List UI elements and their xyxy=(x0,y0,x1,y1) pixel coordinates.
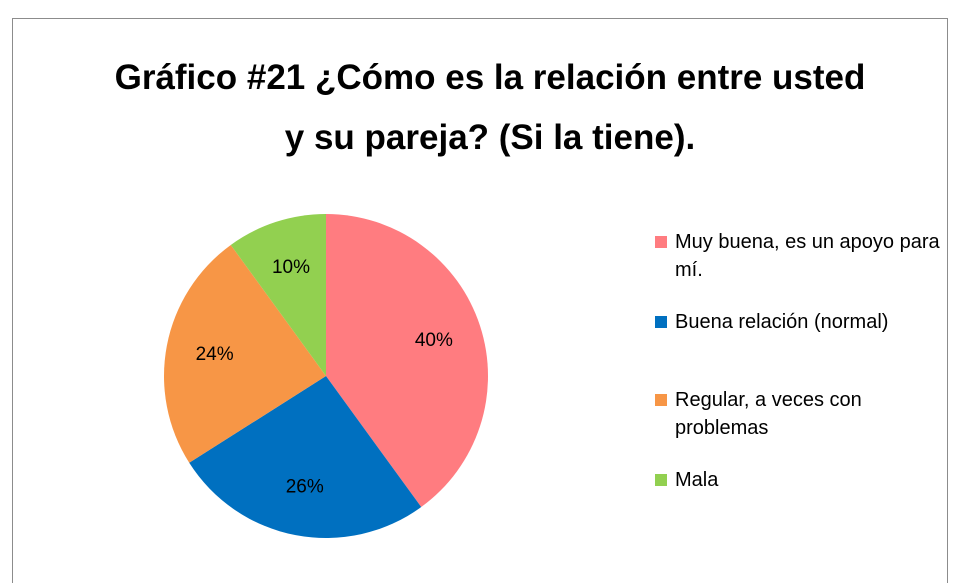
legend-item: Mala xyxy=(655,466,940,494)
legend-label: Muy buena, es un apoyo para mí. xyxy=(675,231,940,281)
data-label: 40% xyxy=(415,330,453,351)
chart-title: Gráfico #21 ¿Cómo es la relación entre u… xyxy=(114,58,866,157)
pie-slice xyxy=(326,214,488,508)
pie-slice xyxy=(230,214,326,376)
data-label: 10% xyxy=(272,257,310,278)
pie-slice xyxy=(163,244,326,463)
legend-label: Mala xyxy=(675,469,719,491)
legend-swatch xyxy=(655,394,667,406)
data-label: 24% xyxy=(196,344,234,365)
legend-item: Regular, a veces con problemas xyxy=(655,386,940,442)
legend-item: Muy buena, es un apoyo para mí. xyxy=(655,228,940,284)
legend-swatch xyxy=(655,236,667,248)
pie-slice xyxy=(189,376,422,538)
legend-swatch xyxy=(655,474,667,486)
legend-label: Regular, a veces con problemas xyxy=(675,389,862,439)
legend-item: Buena relación (normal) xyxy=(655,308,940,336)
legend-swatch xyxy=(655,316,667,328)
data-label: 26% xyxy=(286,476,324,497)
legend-label: Buena relación (normal) xyxy=(675,311,889,333)
chart-frame xyxy=(12,18,948,583)
